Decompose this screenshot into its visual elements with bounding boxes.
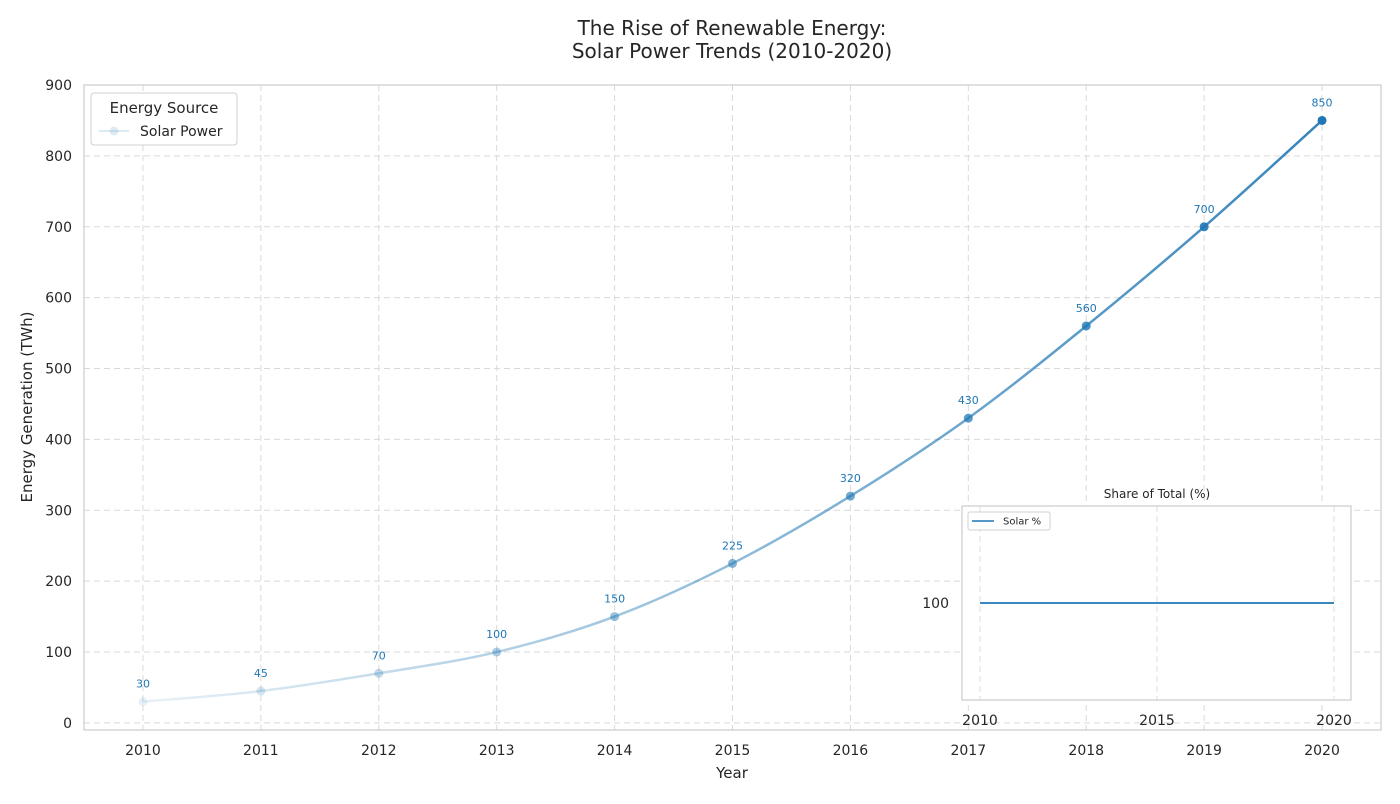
- y-tick-label-800: 800: [45, 149, 72, 165]
- data-label-2020: 850: [1312, 96, 1333, 109]
- inset-plot-frame: [961, 505, 1352, 701]
- x-tick-label-2014: 2014: [597, 743, 633, 759]
- y-tick-label-600: 600: [45, 291, 72, 307]
- data-point-2011: [256, 686, 266, 696]
- x-tick-label-2015: 2015: [715, 743, 751, 759]
- y-tick-label-0: 0: [63, 716, 72, 732]
- data-label-2014: 150: [604, 593, 625, 606]
- data-label-2012: 70: [372, 649, 386, 662]
- data-point-2014: [610, 612, 620, 622]
- data-label-2011: 45: [254, 667, 268, 680]
- x-tick-label-2019: 2019: [1186, 743, 1222, 759]
- x-tick-labels: 2010 2011 2012 2013 2014 2015 2016 2017 2018 2019…: [125, 743, 1340, 759]
- x-tick-label-2020: 2020: [1304, 743, 1340, 759]
- data-label-2016: 320: [840, 472, 861, 485]
- solar-power-line-path: [141, 119, 1324, 703]
- data-label-2013: 100: [486, 628, 507, 641]
- x-tick-label-2011: 2011: [243, 743, 279, 759]
- data-label-2010: 30: [136, 678, 150, 691]
- inset-title: Share of Total (%): [1104, 487, 1210, 501]
- inset-chart: Share of Total (%) 2010 2015 2020 100 Sola…: [922, 487, 1352, 729]
- main-plot-frame: [83, 84, 1382, 731]
- x-tick-label-2010: 2010: [125, 743, 161, 759]
- data-point-2018: [1081, 321, 1091, 331]
- inset-grid: [979, 506, 1335, 700]
- y-tick-label-300: 300: [45, 503, 72, 519]
- solar-power-line: [141, 119, 1324, 703]
- inset-x-tick-label-2020: 2020: [1316, 713, 1352, 729]
- x-tick-label-2018: 2018: [1068, 743, 1104, 759]
- data-label-2015: 225: [722, 539, 743, 552]
- inset-x-tick-label-2015: 2015: [1139, 713, 1175, 729]
- data-point-2013: [492, 647, 502, 657]
- y-tick-label-700: 700: [45, 220, 72, 236]
- legend: Energy Source Solar Power: [90, 92, 238, 146]
- inset-legend-box: [967, 511, 1051, 531]
- y-tick-label-400: 400: [45, 432, 72, 448]
- chart-title-line-1: The Rise of Renewable Energy:: [577, 16, 887, 40]
- legend-entry-solar-power: Solar Power: [140, 124, 223, 140]
- y-tick-label-200: 200: [45, 574, 72, 590]
- y-tick-labels: 0 100 200 300 400 500 600 700 800 900: [45, 78, 72, 732]
- data-point-2017: [963, 413, 973, 423]
- data-labels: 30 45 70 100 150 225 320 430 560 700 850: [136, 96, 1333, 690]
- x-tick-label-2017: 2017: [950, 743, 986, 759]
- solar-power-points: [138, 115, 1327, 707]
- legend-box: [90, 92, 238, 146]
- data-point-2019: [1199, 222, 1209, 232]
- x-tick-label-2012: 2012: [361, 743, 397, 759]
- data-point-2020: [1317, 115, 1327, 125]
- inset-x-tick-labels: 2010 2015 2020: [962, 713, 1352, 729]
- x-axis-label: Year: [715, 764, 749, 782]
- data-point-2015: [728, 558, 737, 568]
- chart-title-line-2: Solar Power Trends (2010-2020): [572, 39, 892, 63]
- x-tick-label-2013: 2013: [479, 743, 515, 759]
- data-point-2016: [845, 491, 855, 501]
- inset-legend-entry: Solar %: [1003, 517, 1041, 528]
- inset-legend: Solar %: [967, 511, 1051, 531]
- y-tick-label-900: 900: [45, 78, 72, 94]
- data-point-2012: [374, 668, 384, 678]
- x-tick-label-2016: 2016: [833, 743, 869, 759]
- data-label-2019: 700: [1194, 203, 1215, 216]
- legend-swatch-marker: [109, 126, 119, 136]
- y-axis-label: Energy Generation (TWh): [18, 312, 36, 503]
- y-tick-label-500: 500: [45, 362, 72, 378]
- inset-y-tick-labels: 100: [922, 596, 949, 612]
- inset-y-tick-label-100: 100: [922, 596, 949, 612]
- data-label-2018: 560: [1076, 302, 1097, 315]
- legend-title: Energy Source: [110, 99, 219, 117]
- data-label-2017: 430: [958, 394, 979, 407]
- y-tick-label-100: 100: [45, 645, 72, 661]
- inset-x-tick-label-2010: 2010: [962, 713, 998, 729]
- data-point-2010: [138, 697, 148, 707]
